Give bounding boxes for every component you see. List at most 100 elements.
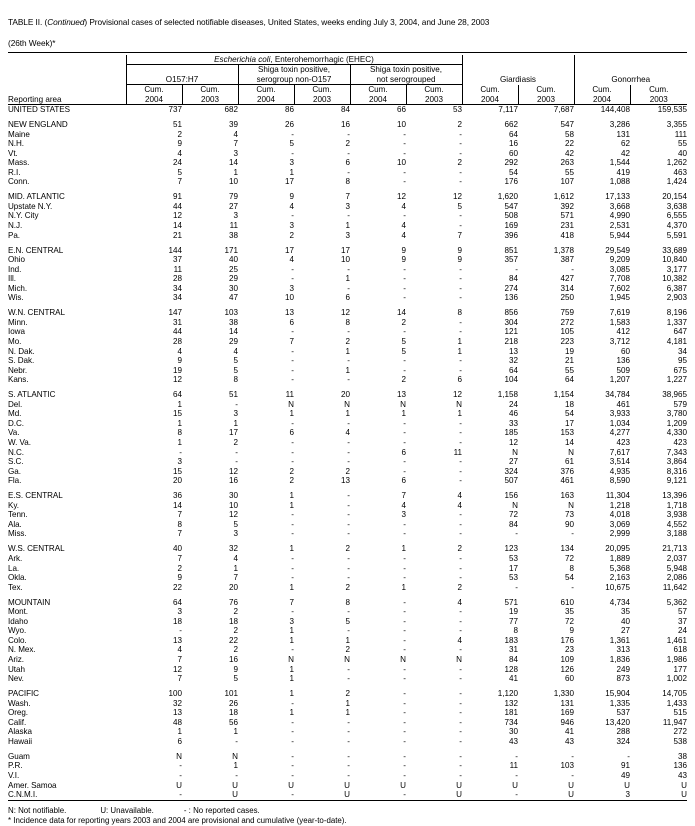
cell-gonorrhea-cum-2004: 10,675	[605, 582, 630, 592]
cell-gonorrhea-cum-2004: 419	[616, 167, 630, 177]
cell-o157-h7-cum-2004: -	[179, 626, 182, 636]
cell-o157-h7-cum-2004: 91	[172, 192, 182, 202]
table-row: Guam N N - - - - - - - 38	[8, 752, 687, 762]
header-group-gonorrhea: Gonorrhea	[573, 54, 687, 85]
cell-shiga-non-o157-cum-2004: 1	[289, 500, 294, 510]
cell-gonorrhea-cum-2004: 461	[616, 399, 630, 409]
row-area-label: S. Dak.	[8, 356, 35, 366]
cell-gonorrhea-cum-2004: 136	[616, 356, 630, 366]
cell-o157-h7-cum-2004: 15	[172, 466, 182, 476]
cell-gonorrhea-cum-2003: 24	[677, 626, 687, 636]
cell-o157-h7-cum-2004: 14	[172, 221, 182, 231]
cell-giardiasis-cum-2004: 30	[508, 727, 518, 737]
cell-shiga-non-o157-cum-2003: -	[347, 491, 350, 501]
cell-o157-h7-cum-2004: 51	[172, 120, 182, 130]
row-area-label: Ga.	[8, 466, 21, 476]
cell-gonorrhea-cum-2003: 111	[674, 129, 687, 139]
cell-shiga-non-o157-cum-2004: -	[291, 790, 294, 800]
cell-giardiasis-cum-2003: 461	[560, 476, 574, 486]
cell-shiga-non-o157-cum-2003: 10	[340, 255, 350, 265]
cell-shiga-not-serogrouped-cum-2004: 2	[401, 375, 406, 385]
cell-shiga-not-serogrouped-cum-2004: -	[403, 573, 406, 583]
cell-gonorrhea-cum-2004: 1,218	[609, 500, 630, 510]
header-subgroup-row: O157:H7 Shiga toxin positive, serogroup …	[8, 64, 687, 86]
cell-o157-h7-cum-2004: 5	[177, 167, 182, 177]
cell-giardiasis-cum-2004: 292	[504, 158, 518, 168]
cell-giardiasis-cum-2004: -	[515, 582, 518, 592]
row-area-label: E.N. CENTRAL	[8, 245, 64, 255]
row-area-label: Wash.	[8, 698, 31, 708]
cell-shiga-not-serogrouped-cum-2003: U	[456, 790, 462, 800]
cell-o157-h7-cum-2003: -	[235, 399, 238, 409]
cell-giardiasis-cum-2004: 357	[504, 255, 518, 265]
cell-shiga-not-serogrouped-cum-2004: -	[403, 790, 406, 800]
table-row: Md. 15 3 1 1 1 1 46 54 3,933 3,780	[8, 409, 687, 419]
cell-giardiasis-cum-2003: 54	[564, 409, 574, 419]
cell-giardiasis-cum-2004: 185	[504, 428, 518, 438]
cell-giardiasis-cum-2003: 1,330	[553, 689, 574, 699]
title-line2: (26th Week)*	[8, 37, 56, 48]
cell-gonorrhea-cum-2003: 10,382	[662, 274, 687, 284]
cell-shiga-non-o157-cum-2003: 2	[345, 689, 350, 699]
cell-gonorrhea-cum-2004: 62	[620, 139, 630, 149]
cell-shiga-non-o157-cum-2004: -	[291, 457, 294, 467]
cell-shiga-not-serogrouped-cum-2004: 4	[401, 230, 406, 240]
cell-gonorrhea-cum-2003: 1,227	[666, 375, 687, 385]
cell-shiga-not-serogrouped-cum-2004: N	[400, 654, 406, 664]
cell-gonorrhea-cum-2003: 1,209	[666, 418, 687, 428]
cell-shiga-non-o157-cum-2003: -	[347, 283, 350, 293]
cell-shiga-non-o157-cum-2004: 1	[289, 708, 294, 718]
cell-gonorrhea-cum-2004: 144,408	[600, 105, 630, 114]
cell-gonorrhea-cum-2004: 2,163	[609, 573, 630, 583]
cell-gonorrhea-cum-2003: 95	[677, 356, 687, 366]
row-area-label: Amer. Samoa	[8, 780, 57, 790]
cell-o157-h7-cum-2003: U	[232, 780, 238, 790]
cell-giardiasis-cum-2004: 11	[509, 761, 518, 771]
cell-gonorrhea-cum-2004: 3	[625, 790, 630, 800]
cell-shiga-non-o157-cum-2003: 2	[345, 544, 350, 554]
table-row: Ill. 28 29 - 1 - - 84 427 7,708 10,382	[8, 274, 687, 284]
cell-gonorrhea-cum-2003: 515	[673, 708, 687, 718]
cell-shiga-non-o157-cum-2004: 1	[289, 544, 294, 554]
table-row: W.N. CENTRAL 147 103 13 12 14 8 856 759 7,619 8,19…	[8, 308, 687, 318]
cell-gonorrhea-cum-2003: 3,780	[666, 409, 687, 419]
table-row: UNITED STATES 737 682 86 84 66 53 7,117 7,687 144…	[8, 105, 687, 115]
cell-gonorrhea-cum-2004: 7,708	[609, 274, 630, 284]
cell-shiga-not-serogrouped-cum-2003: -	[459, 607, 462, 617]
cell-o157-h7-cum-2004: 14	[172, 500, 182, 510]
table-notes: N: Not notifiable. U: Unavailable. - : No …	[8, 806, 687, 826]
cell-shiga-non-o157-cum-2003: -	[347, 447, 350, 457]
cell-shiga-not-serogrouped-cum-2003: 12	[452, 390, 462, 400]
cell-shiga-non-o157-cum-2004: 3	[289, 221, 294, 231]
table-row: E.N. CENTRAL 144 171 17 17 9 9 851 1,378 29,549 33…	[8, 246, 687, 256]
row-area-label: MOUNTAIN	[8, 597, 51, 607]
cell-shiga-non-o157-cum-2003: -	[347, 167, 350, 177]
cell-gonorrhea-cum-2004: 3,069	[609, 519, 630, 529]
cell-o157-h7-cum-2004: 28	[172, 274, 182, 284]
table-header: Escherichia coli, Enterohemorrhagic (EHE…	[8, 52, 687, 105]
cell-shiga-non-o157-cum-2003: 17	[340, 245, 350, 255]
cell-shiga-not-serogrouped-cum-2003: -	[459, 708, 462, 718]
cell-shiga-non-o157-cum-2003: 1	[345, 409, 350, 419]
cell-giardiasis-cum-2003: 17	[564, 418, 574, 428]
cell-shiga-non-o157-cum-2004: 3	[289, 158, 294, 168]
cell-shiga-non-o157-cum-2003: 5	[345, 616, 350, 626]
cell-shiga-non-o157-cum-2003: -	[347, 626, 350, 636]
cell-gonorrhea-cum-2003: 13,396	[662, 491, 687, 501]
cell-shiga-not-serogrouped-cum-2003: 53	[452, 105, 462, 114]
cell-shiga-non-o157-cum-2003: -	[347, 375, 350, 385]
page-title: TABLE II. (Continued) Provisional cases …	[8, 6, 687, 48]
cell-shiga-not-serogrouped-cum-2003: -	[459, 563, 462, 573]
cell-o157-h7-cum-2004: 147	[168, 308, 182, 318]
table-row: N.C. - - - - 6 11 N N 7,617 7,343	[8, 448, 687, 458]
shiga-not-serogrouped-label: Shiga toxin positive, not serogrouped	[370, 65, 442, 84]
cell-shiga-non-o157-cum-2004: -	[291, 645, 294, 655]
cell-o157-h7-cum-2004: 40	[172, 544, 182, 554]
cell-gonorrhea-cum-2004: 27	[620, 626, 630, 636]
cell-gonorrhea-cum-2004: 42	[620, 148, 630, 158]
cell-gonorrhea-cum-2004: 1,544	[609, 158, 630, 168]
cell-shiga-not-serogrouped-cum-2004: -	[403, 698, 406, 708]
row-area-label: Fla.	[8, 476, 22, 486]
table-row: Wyo. - 2 1 - - - 8 9 27 24	[8, 626, 687, 636]
